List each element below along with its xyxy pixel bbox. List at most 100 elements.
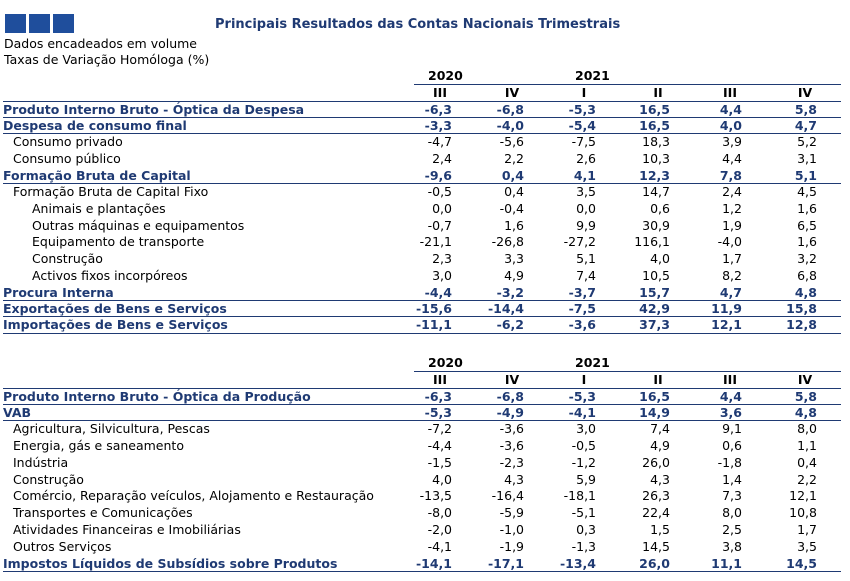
table-row: Impostos Líquidos de Subsídios sobre Pro… bbox=[3, 556, 841, 572]
cell-value: 14,9 bbox=[639, 404, 670, 420]
cell-value: -1,9 bbox=[499, 538, 524, 554]
cell-value: 0,3 bbox=[576, 521, 596, 537]
cell-value: -3,7 bbox=[568, 284, 596, 300]
cell-value: -3,6 bbox=[499, 437, 524, 453]
logo bbox=[5, 14, 74, 33]
row-label: Consumo privado bbox=[13, 134, 123, 150]
cell-value: -4,0 bbox=[717, 234, 742, 250]
cell-value: -5,4 bbox=[568, 117, 596, 133]
subtitle-rates: Taxas de Variação Homóloga (%) bbox=[4, 52, 210, 67]
cell-value: -4,4 bbox=[427, 437, 452, 453]
table-producao: 2020 2021 III IV I II III IV Produto Interno Bru… bbox=[3, 355, 841, 572]
cell-value: 3,0 bbox=[576, 421, 596, 437]
cell-value: -7,5 bbox=[568, 301, 596, 317]
quarter-header: IV bbox=[797, 371, 813, 387]
cell-value: 15,7 bbox=[639, 284, 670, 300]
cell-value: -11,1 bbox=[415, 317, 452, 333]
cell-value: 16,5 bbox=[639, 101, 670, 117]
cell-value: 26,0 bbox=[639, 555, 670, 571]
row-label: Outros Serviços bbox=[13, 538, 112, 554]
cell-value: 4,9 bbox=[504, 268, 524, 284]
header-quarter-row: III IV I II III IV bbox=[3, 372, 841, 389]
cell-value: 3,6 bbox=[719, 404, 742, 420]
cell-value: 42,9 bbox=[639, 301, 670, 317]
cell-value: 5,8 bbox=[794, 101, 817, 117]
table-row: Importações de Bens e Serviços -11,1 -6,2 -… bbox=[3, 317, 841, 334]
row-label: Formação Bruta de Capital Fixo bbox=[13, 184, 209, 200]
cell-value: 1,9 bbox=[722, 217, 742, 233]
table-row: Formação Bruta de Capital Fixo -0,5 0,4 3,5… bbox=[3, 184, 841, 201]
cell-value: 11,1 bbox=[711, 555, 742, 571]
cell-value: 2,4 bbox=[432, 150, 452, 166]
cell-value: 3,5 bbox=[576, 184, 596, 200]
cell-value: 14,7 bbox=[642, 184, 670, 200]
cell-value: 3,3 bbox=[504, 251, 524, 267]
cell-value: -4,9 bbox=[496, 404, 524, 420]
row-label: Transportes e Comunicações bbox=[13, 505, 193, 521]
cell-value: 12,3 bbox=[639, 167, 670, 183]
table-row: Outras máquinas e equipamentos -0,7 1,6 9,9… bbox=[3, 218, 841, 235]
year-2021: 2021 bbox=[575, 68, 610, 83]
cell-value: 2,2 bbox=[797, 471, 817, 487]
cell-value: 5,2 bbox=[797, 134, 817, 150]
cell-value: -1,2 bbox=[571, 454, 596, 470]
cell-value: 8,0 bbox=[722, 505, 742, 521]
cell-value: 12,1 bbox=[711, 317, 742, 333]
cell-value: 0,0 bbox=[432, 200, 452, 216]
quarter-header: I bbox=[581, 371, 587, 387]
quarter-header: IV bbox=[797, 84, 813, 100]
table-row: VAB -5,3 -4,9 -4,1 14,9 3,6 4,8 bbox=[3, 404, 841, 422]
cell-value: 0,4 bbox=[504, 184, 524, 200]
cell-value: -27,2 bbox=[563, 234, 596, 250]
cell-value: 3,1 bbox=[797, 150, 817, 166]
table-row: Agricultura, Silvicultura, Pescas -7,2 -3,… bbox=[3, 421, 841, 438]
cell-value: 0,0 bbox=[576, 200, 596, 216]
row-label: Exportações de Bens e Serviços bbox=[3, 301, 227, 317]
table-row: Construção 4,0 4,3 5,9 4,3 1,4 2,2 bbox=[3, 472, 841, 489]
row-label: Activos fixos incorpóreos bbox=[32, 268, 188, 284]
table-row: Formação Bruta de Capital -9,6 0,4 4,1 12,3 7… bbox=[3, 167, 841, 185]
quarter-header: III bbox=[723, 371, 737, 387]
table-row: Indústria -1,5 -2,3 -1,2 26,0 -1,8 0,4 bbox=[3, 455, 841, 472]
row-label: Procura Interna bbox=[3, 284, 114, 300]
cell-value: 7,4 bbox=[576, 268, 596, 284]
cell-value: -0,4 bbox=[499, 200, 524, 216]
cell-value: 4,3 bbox=[504, 471, 524, 487]
cell-value: 3,9 bbox=[722, 134, 742, 150]
table-row: Produto Interno Bruto - Óptica da Produç… bbox=[3, 389, 841, 405]
cell-value: 16,5 bbox=[639, 388, 670, 404]
row-label: Atividades Financeiras e Imobiliárias bbox=[13, 521, 241, 537]
year-2021: 2021 bbox=[575, 355, 610, 370]
cell-value: 4,4 bbox=[722, 150, 742, 166]
cell-value: 10,5 bbox=[642, 268, 670, 284]
cell-value: -2,3 bbox=[499, 454, 524, 470]
cell-value: -3,6 bbox=[568, 317, 596, 333]
table-row: Atividades Financeiras e Imobiliárias -2,… bbox=[3, 522, 841, 539]
header-quarter-row: III IV I II III IV bbox=[3, 85, 841, 102]
quarter-header: II bbox=[653, 371, 663, 387]
table-row: Energia, gás e saneamento -4,4 -3,6 -0,5 4,9… bbox=[3, 438, 841, 455]
cell-value: 4,8 bbox=[794, 284, 817, 300]
table-row: Procura Interna -4,4 -3,2 -3,7 15,7 4,7 4,8 bbox=[3, 284, 841, 302]
cell-value: 10,8 bbox=[789, 505, 817, 521]
row-label: Outras máquinas e equipamentos bbox=[32, 217, 245, 233]
cell-value: 2,6 bbox=[576, 150, 596, 166]
cell-value: 26,3 bbox=[642, 488, 670, 504]
cell-value: -5,1 bbox=[571, 505, 596, 521]
cell-value: 2,5 bbox=[722, 521, 742, 537]
cell-value: -1,8 bbox=[717, 454, 742, 470]
cell-value: -5,3 bbox=[424, 404, 452, 420]
row-label: Despesa de consumo final bbox=[3, 117, 187, 133]
cell-value: 30,9 bbox=[642, 217, 670, 233]
row-label: Construção bbox=[32, 251, 103, 267]
cell-value: -6,3 bbox=[424, 388, 452, 404]
cell-value: 4,0 bbox=[719, 117, 742, 133]
cell-value: 5,1 bbox=[794, 167, 817, 183]
cell-value: 2,3 bbox=[432, 251, 452, 267]
cell-value: 5,1 bbox=[576, 251, 596, 267]
cell-value: -18,1 bbox=[563, 488, 596, 504]
cell-value: 1,6 bbox=[504, 217, 524, 233]
cell-value: 1,6 bbox=[797, 234, 817, 250]
cell-value: 4,1 bbox=[573, 167, 596, 183]
cell-value: 10,3 bbox=[642, 150, 670, 166]
